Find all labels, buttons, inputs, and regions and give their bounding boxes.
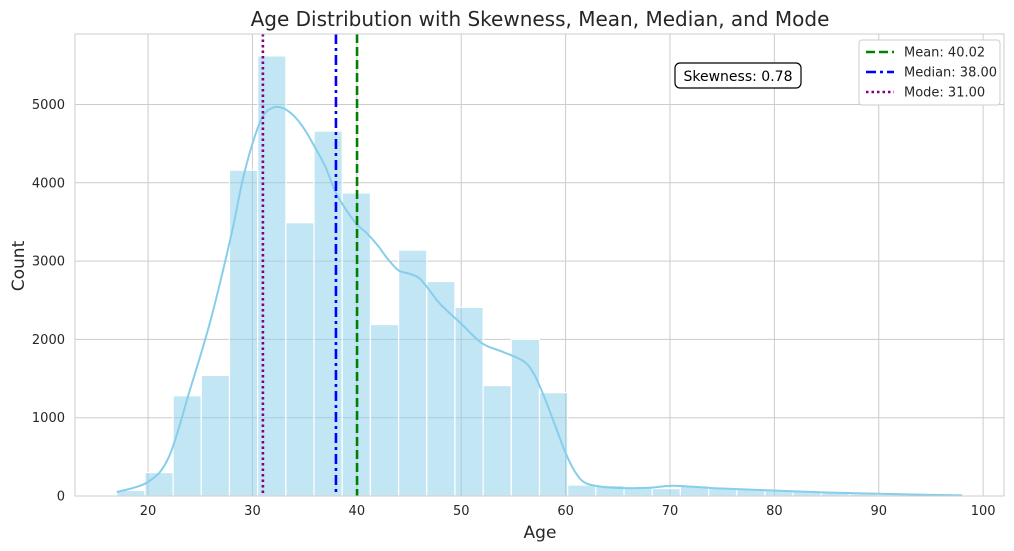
legend: Mean: 40.02 Median: 38.00 Mode: 31.00 — [858, 39, 1001, 106]
histogram-bar — [651, 487, 682, 497]
x-tick-label: 40 — [349, 504, 366, 519]
histogram-bar — [172, 395, 202, 497]
histogram-bar — [454, 306, 484, 497]
skewness-annotation-text: Skewness: 0.78 — [684, 69, 793, 85]
y-axis-label: Count — [9, 240, 29, 291]
x-tick-label: 90 — [870, 504, 887, 519]
histogram-bar — [482, 384, 512, 497]
histogram-bar — [144, 471, 174, 497]
y-tick-label: 3000 — [32, 255, 65, 270]
histogram-bar — [369, 323, 400, 497]
y-tick-label: 1000 — [32, 411, 65, 426]
kde-curve — [116, 105, 963, 497]
histogram-bar — [426, 280, 456, 497]
legend-label: Mode: 31.00 — [904, 86, 985, 101]
histogram-bar — [567, 484, 597, 497]
y-axis-ticks: 0 1000 2000 3000 4000 5000 — [32, 98, 65, 505]
x-tick-label: 80 — [766, 504, 783, 519]
x-tick-label: 50 — [453, 504, 470, 519]
y-tick-label: 0 — [57, 490, 65, 505]
statistic-lines — [261, 34, 359, 496]
histogram-bar — [313, 130, 343, 497]
histogram-bar — [397, 249, 428, 497]
x-tick-label: 100 — [971, 504, 996, 519]
y-tick-label: 2000 — [32, 333, 65, 348]
histogram-bar — [285, 222, 315, 497]
histogram-bar — [257, 55, 287, 497]
y-tick-label: 5000 — [32, 98, 65, 113]
histogram-bar — [538, 392, 569, 497]
x-tick-label: 20 — [140, 504, 157, 519]
x-axis-ticks: 20 30 40 50 60 70 80 90 100 — [140, 504, 996, 519]
plot-frame — [74, 33, 1005, 497]
histogram-bar — [200, 374, 231, 497]
legend-label: Mean: 40.02 — [904, 46, 985, 61]
legend-box — [858, 39, 1001, 106]
kde-line — [116, 105, 963, 497]
x-axis-label: Age — [524, 523, 557, 543]
legend-label: Median: 38.00 — [904, 66, 997, 81]
x-tick-label: 70 — [662, 504, 679, 519]
x-tick-label: 30 — [244, 504, 261, 519]
x-tick-label: 60 — [557, 504, 574, 519]
y-tick-label: 4000 — [32, 176, 65, 191]
skewness-annotation-box — [674, 62, 802, 89]
chart-title: Age Distribution with Skewness, Mean, Me… — [251, 7, 830, 31]
plot-border — [74, 33, 1005, 497]
skewness-annotation: Skewness: 0.78 — [674, 62, 802, 89]
histogram-bar — [510, 338, 541, 497]
